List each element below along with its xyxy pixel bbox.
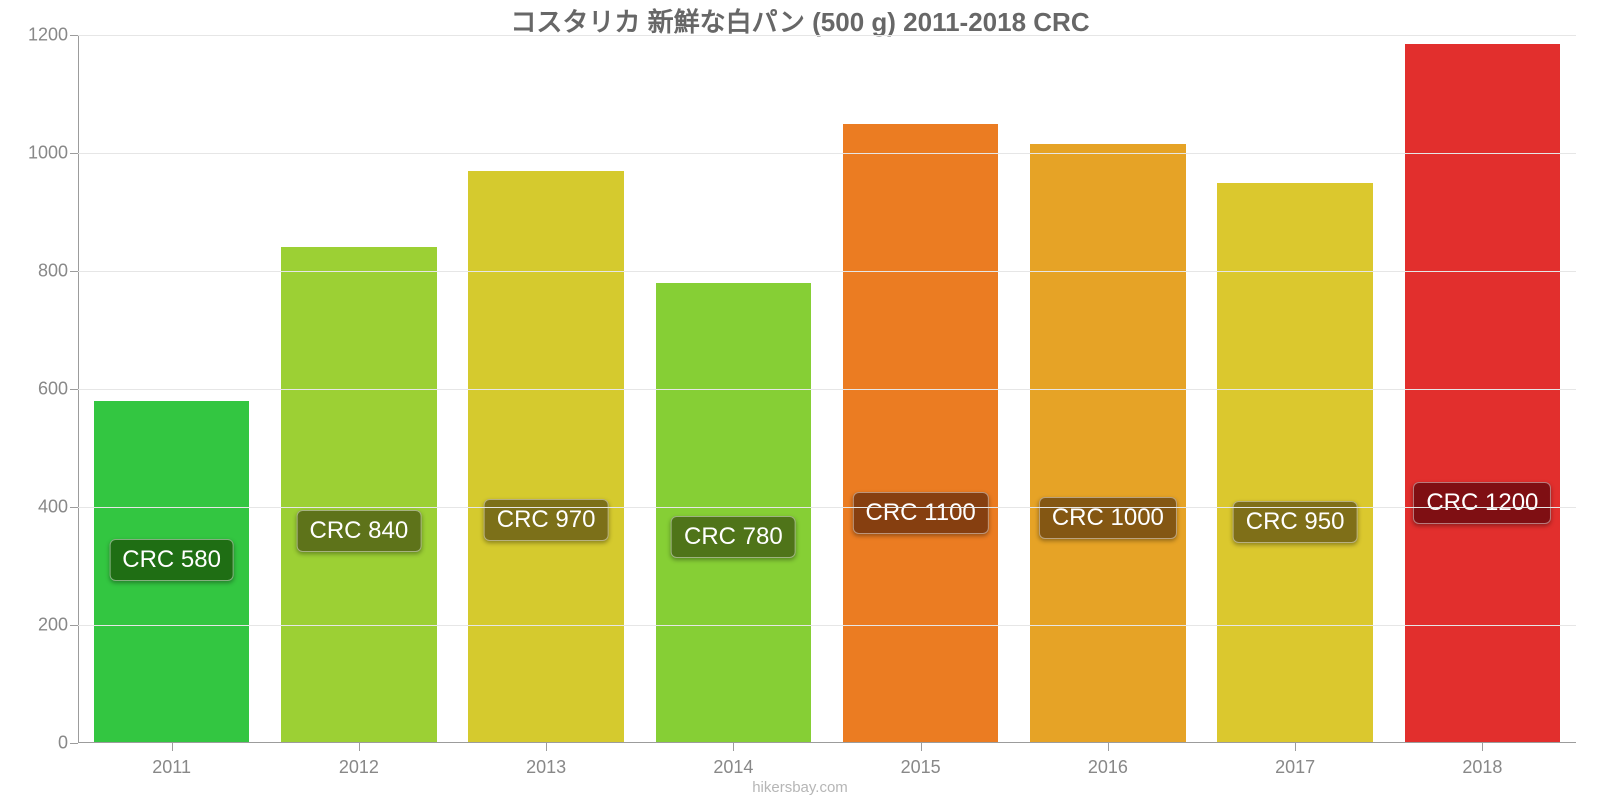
x-tick-label: 2018 bbox=[1462, 743, 1502, 778]
bar: CRC 1200 bbox=[1405, 44, 1560, 743]
bar-value-label: CRC 840 bbox=[297, 510, 422, 552]
bar-value-label: CRC 1200 bbox=[1413, 482, 1551, 524]
gridline bbox=[78, 625, 1576, 626]
x-tick-label: 2015 bbox=[901, 743, 941, 778]
y-tick-label: 600 bbox=[38, 379, 78, 400]
gridline bbox=[78, 153, 1576, 154]
y-tick-label: 1000 bbox=[28, 143, 78, 164]
x-tick-label: 2016 bbox=[1088, 743, 1128, 778]
x-tick-label: 2012 bbox=[339, 743, 379, 778]
bar: CRC 780 bbox=[656, 283, 811, 743]
y-tick-label: 0 bbox=[58, 733, 78, 754]
y-tick-label: 1200 bbox=[28, 25, 78, 46]
chart-container: コスタリカ 新鮮な白パン (500 g) 2011-2018 CRC 2011C… bbox=[0, 0, 1600, 800]
bar-value-label: CRC 780 bbox=[671, 516, 796, 558]
x-tick-label: 2013 bbox=[526, 743, 566, 778]
source-text: hikersbay.com bbox=[752, 779, 848, 796]
x-tick-label: 2014 bbox=[713, 743, 753, 778]
bar-value-label: CRC 1000 bbox=[1039, 497, 1177, 539]
bar: CRC 1100 bbox=[843, 124, 998, 744]
bar-value-label: CRC 1100 bbox=[852, 492, 988, 534]
x-tick-label: 2011 bbox=[152, 743, 191, 778]
bar: CRC 1000 bbox=[1030, 144, 1185, 743]
bar: CRC 580 bbox=[94, 401, 249, 743]
bar: CRC 950 bbox=[1217, 183, 1372, 744]
gridline bbox=[78, 271, 1576, 272]
bar: CRC 840 bbox=[281, 247, 436, 743]
bar: CRC 970 bbox=[468, 171, 623, 743]
bar-value-label: CRC 580 bbox=[109, 539, 234, 581]
x-axis-line bbox=[78, 742, 1576, 743]
y-tick-label: 800 bbox=[38, 261, 78, 282]
gridline bbox=[78, 35, 1576, 36]
bar-value-label: CRC 970 bbox=[484, 499, 609, 541]
y-tick-label: 400 bbox=[38, 497, 78, 518]
chart-title: コスタリカ 新鮮な白パン (500 g) 2011-2018 CRC bbox=[0, 0, 1600, 39]
y-tick-label: 200 bbox=[38, 615, 78, 636]
gridline bbox=[78, 389, 1576, 390]
plot-area: 2011CRC 5802012CRC 8402013CRC 9702014CRC… bbox=[78, 35, 1576, 743]
gridline bbox=[78, 507, 1576, 508]
x-tick-label: 2017 bbox=[1275, 743, 1315, 778]
